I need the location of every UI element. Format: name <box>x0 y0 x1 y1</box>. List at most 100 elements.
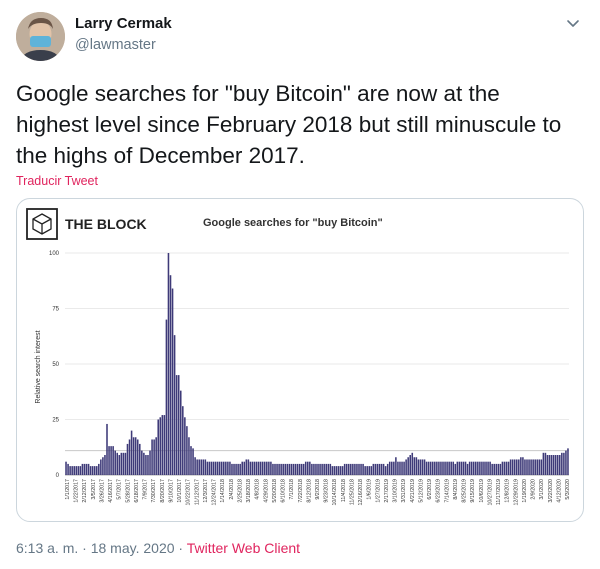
bar <box>347 463 350 475</box>
bar <box>173 335 176 475</box>
bar <box>112 446 114 475</box>
bar <box>354 463 356 475</box>
bar <box>485 461 487 475</box>
bar <box>415 457 418 475</box>
translate-tweet-link[interactable]: Traducir Tweet <box>16 174 98 188</box>
x-tick-label: 2/25/2018 <box>237 479 243 503</box>
x-tick-label: 10/1/2017 <box>177 479 183 503</box>
bar <box>405 459 407 475</box>
bar <box>124 452 127 475</box>
tweet-date[interactable]: 18 may. 2020 <box>90 540 175 556</box>
bar <box>282 463 284 475</box>
bar <box>65 461 67 475</box>
bar <box>391 461 393 475</box>
author-name[interactable]: Larry Cermak <box>75 15 172 32</box>
bar <box>368 466 371 475</box>
x-tick-label: 11/25/2018 <box>349 479 355 505</box>
chevron-down-icon[interactable] <box>564 14 582 32</box>
bar <box>106 423 108 475</box>
bar <box>296 463 299 475</box>
x-tick-label: 10/6/2019 <box>479 479 485 503</box>
x-tick-label: 1/1/2017 <box>65 479 71 500</box>
x-tick-label: 12/29/2019 <box>513 479 519 506</box>
bar <box>145 455 147 475</box>
bar <box>556 455 559 475</box>
bar <box>511 459 514 475</box>
x-tick-label: 10/27/2019 <box>487 479 493 506</box>
bar <box>366 466 368 475</box>
bar <box>440 461 442 475</box>
bar <box>464 461 467 475</box>
x-tick-label: 3/10/2019 <box>393 479 399 503</box>
bar <box>431 461 434 475</box>
bar <box>184 417 186 475</box>
bar <box>436 461 438 475</box>
bar <box>386 463 389 475</box>
bar <box>202 459 205 475</box>
x-tick-label: 12/3/2017 <box>203 479 209 503</box>
bar <box>304 461 307 475</box>
bar <box>567 448 569 475</box>
bar <box>245 459 248 475</box>
bar <box>530 459 532 475</box>
bar <box>434 461 436 475</box>
bar <box>100 459 102 475</box>
bar <box>343 463 346 475</box>
bar <box>350 463 352 475</box>
bar <box>255 461 258 475</box>
bar <box>237 463 239 475</box>
bar <box>147 455 149 475</box>
x-tick-label: 11/4/2018 <box>341 479 347 502</box>
bar <box>235 463 237 475</box>
bar <box>276 463 278 475</box>
bar <box>108 446 110 475</box>
x-tick-label: 1/14/2018 <box>220 479 226 503</box>
x-tick-label: 1/19/2020 <box>522 479 528 503</box>
bar <box>243 461 246 475</box>
bar <box>520 457 522 475</box>
x-tick-label: 12/8/2019 <box>505 479 511 503</box>
bar <box>98 463 100 475</box>
bar <box>186 426 188 475</box>
bar <box>475 461 477 475</box>
x-tick-label: 9/23/2018 <box>324 479 330 503</box>
bar <box>540 459 543 475</box>
bar <box>528 459 530 475</box>
bar <box>319 463 321 475</box>
bar <box>472 461 475 475</box>
tweet-text-line: Google searches for "buy Bitcoin" are no… <box>16 81 500 106</box>
bar <box>302 463 305 475</box>
bar <box>196 459 198 475</box>
bar <box>468 461 471 475</box>
bar <box>499 463 502 475</box>
bar <box>163 415 166 475</box>
tweet-time[interactable]: 6:13 a. m. <box>16 540 79 556</box>
bar <box>136 439 139 475</box>
bar <box>128 439 131 475</box>
bar <box>272 463 274 475</box>
bar <box>393 461 395 475</box>
bar <box>352 463 354 475</box>
x-tick-label: 8/20/2017 <box>160 479 166 503</box>
media-card[interactable]: THE BLOCK Google searches for "buy Bitco… <box>16 198 584 522</box>
tweet-client-link[interactable]: Twitter Web Client <box>186 540 301 556</box>
avatar[interactable] <box>16 12 65 61</box>
bar <box>466 463 469 475</box>
bar <box>104 455 106 475</box>
x-tick-label: 3/22/2020 <box>548 479 554 503</box>
bar <box>554 455 557 475</box>
bar <box>179 390 182 475</box>
author-handle[interactable]: @lawmaster <box>75 37 156 53</box>
bar <box>266 461 268 475</box>
bar <box>479 461 481 475</box>
bar <box>370 466 373 475</box>
bar <box>204 459 207 475</box>
bar <box>395 457 397 475</box>
x-tick-label: 8/4/2019 <box>453 479 459 500</box>
bar <box>241 461 243 475</box>
bar <box>157 419 159 475</box>
bar <box>229 461 231 475</box>
bar <box>93 466 96 475</box>
bar <box>200 459 203 475</box>
x-tick-label: 2/17/2019 <box>384 479 390 503</box>
